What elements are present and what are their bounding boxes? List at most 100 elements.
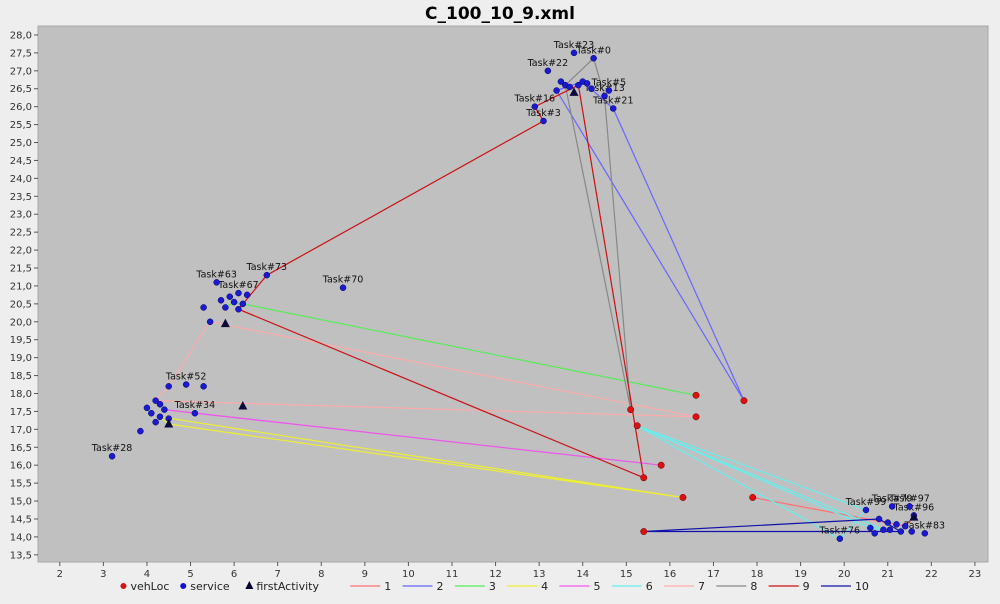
service-point — [152, 397, 159, 404]
vehloc-point — [640, 474, 648, 482]
legend-label: 7 — [698, 580, 705, 593]
service-point — [137, 427, 144, 435]
y-tick-label: 13,5 — [10, 550, 32, 561]
x-tick-label: 18 — [751, 569, 764, 580]
legend-label: 2 — [437, 580, 444, 593]
task-label: Task#3 — [525, 108, 561, 119]
task-label: Task#23 — [553, 40, 595, 51]
service-point — [263, 271, 271, 279]
task-label: Task#79 — [871, 493, 913, 504]
service-point — [588, 85, 595, 92]
y-tick-label: 23,0 — [10, 210, 32, 221]
service-point — [540, 117, 547, 125]
axes: 2 3 4 5 6 7 8 9 10 11 12 13 14 15 16 17 18 19 20 21 22 2313,5… — [10, 30, 982, 580]
x-tick-label: 15 — [620, 569, 633, 580]
service-point — [191, 409, 199, 417]
y-tick-label: 20,0 — [10, 317, 32, 328]
service-point — [531, 103, 539, 110]
service-point — [583, 80, 591, 87]
route-line-4 — [157, 415, 684, 499]
vehloc-point — [633, 422, 641, 430]
task-label: Task#67 — [217, 280, 259, 291]
plot-area — [37, 25, 989, 563]
legend: vehLoc service firstActivity 1 2 3 4 5 6 7 8 9 10 — [120, 580, 869, 593]
x-tick-label: 23 — [969, 569, 982, 580]
task-label: Task#73 — [246, 262, 288, 273]
vehloc-point — [679, 494, 687, 501]
x-tick-label: 7 — [274, 569, 280, 580]
service-point — [875, 515, 883, 523]
x-tick-label: 9 — [362, 569, 368, 580]
task-label: Task#5 — [591, 78, 627, 89]
first-activity-marker — [164, 418, 174, 428]
x-tick-label: 22 — [925, 569, 938, 580]
task-label: Task#22 — [527, 58, 569, 69]
service-point — [156, 413, 164, 421]
y-tick-label: 16,0 — [10, 461, 32, 472]
y-tick-label: 21,5 — [10, 264, 32, 275]
y-tick-label: 24,0 — [10, 174, 32, 185]
vehloc-point — [692, 391, 700, 399]
y-tick-label: 18,5 — [10, 371, 32, 382]
x-tick-label: 13 — [533, 569, 546, 580]
service-point — [575, 81, 582, 89]
first-activity-marker — [220, 318, 230, 328]
service-point — [566, 83, 573, 91]
y-tick-label: 27,0 — [10, 66, 32, 77]
data-points — [108, 49, 929, 542]
service-point — [880, 526, 887, 533]
x-tick-label: 4 — [144, 569, 150, 580]
service-point — [239, 300, 247, 308]
x-tick-label: 10 — [402, 569, 415, 580]
x-tick-label: 3 — [100, 569, 106, 580]
y-tick-label: 18,0 — [10, 389, 32, 400]
legend-label: 5 — [593, 580, 600, 593]
y-tick-label: 19,0 — [10, 353, 32, 364]
x-tick-label: 19 — [794, 569, 807, 580]
task-label: Task#0 — [575, 45, 611, 56]
service-point — [143, 404, 151, 412]
service-point — [200, 383, 207, 390]
service-point — [243, 291, 251, 299]
service-point — [222, 304, 229, 311]
x-tick-label: 2 — [57, 569, 63, 580]
y-tick-label: 26,0 — [10, 102, 32, 113]
x-tick-label: 16 — [664, 569, 677, 580]
task-label: Task#83 — [904, 520, 946, 531]
service-point — [867, 524, 874, 532]
service-point — [901, 522, 909, 530]
x-tick-label: 17 — [707, 569, 720, 580]
first-activity-marker — [238, 401, 248, 410]
task-label: Task#63 — [195, 269, 237, 280]
y-tick-label: 17,0 — [10, 425, 32, 436]
service-point — [235, 305, 242, 313]
service-point — [862, 506, 870, 514]
service-point — [888, 503, 896, 510]
y-tick-label: 19,5 — [10, 335, 32, 346]
service-point — [871, 530, 878, 537]
service-point — [886, 526, 894, 533]
service-point — [226, 293, 233, 300]
service-point — [200, 304, 207, 311]
x-tick-label: 8 — [318, 569, 324, 580]
legend-label: 6 — [646, 580, 653, 593]
x-tick-label: 21 — [881, 569, 894, 580]
service-point — [557, 78, 565, 85]
service-point — [161, 406, 168, 413]
service-point — [148, 409, 155, 417]
task-label: Task#13 — [583, 83, 625, 94]
x-tick-label: 6 — [231, 569, 237, 580]
service-point — [605, 87, 613, 94]
legend-label: 1 — [384, 580, 391, 593]
vehloc-point — [740, 397, 748, 405]
service-point — [544, 67, 552, 75]
y-tick-label: 26,5 — [10, 84, 32, 95]
legend-label: firstActivity — [256, 580, 319, 593]
y-tick-label: 16,5 — [10, 443, 32, 454]
route-line-5 — [164, 409, 662, 466]
x-tick-label: 14 — [576, 569, 589, 580]
service-point — [235, 289, 242, 297]
